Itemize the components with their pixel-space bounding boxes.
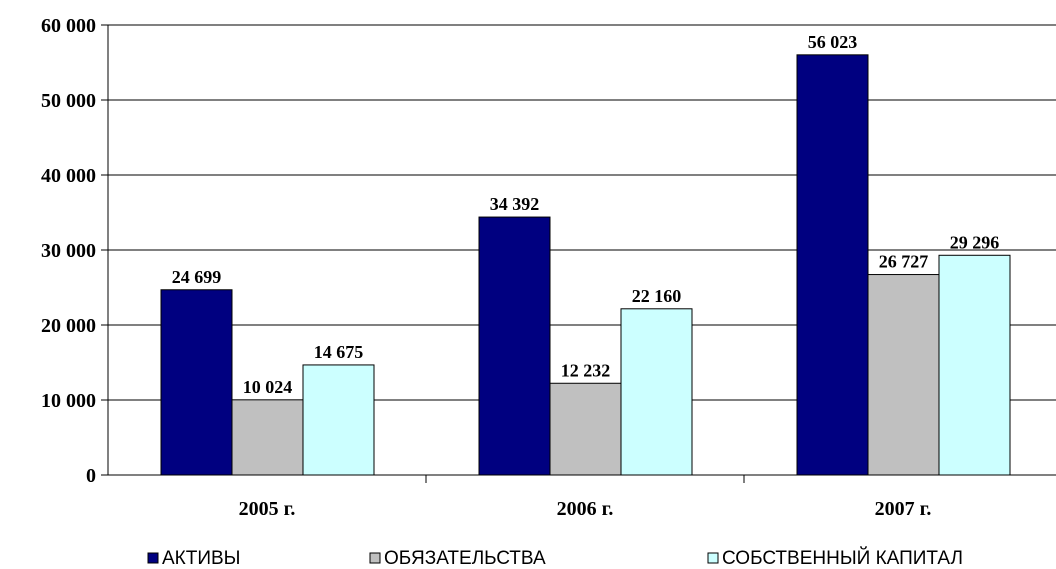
y-axis: 0 10 000 20 000 30 000 40 000 50 000 60 000 — [41, 15, 109, 487]
legend-label: ОБЯЗАТЕЛЬСТВА — [384, 548, 546, 569]
legend-swatch — [147, 552, 159, 564]
y-tick-label: 60 000 — [41, 15, 96, 37]
bar — [620, 308, 693, 476]
y-tick-label: 10 000 — [41, 390, 96, 412]
data-label: 29 296 — [950, 232, 1000, 252]
x-category-label: 2007 г. — [875, 498, 932, 520]
data-label: 26 727 — [879, 252, 929, 272]
bar — [938, 254, 1011, 476]
legend-label: СОБСТВЕННЫЙ КАПИТАЛ — [722, 547, 963, 569]
y-tick-label: 50 000 — [41, 90, 96, 112]
data-label: 34 392 — [490, 194, 540, 214]
data-label: 56 023 — [808, 32, 858, 52]
x-category-label: 2005 г. — [239, 498, 296, 520]
data-labels: 24 699 10 024 14 675 34 392 12 232 22 160 56 0… — [172, 32, 1000, 397]
x-axis: 2005 г. 2006 г. 2007 г. — [108, 474, 1056, 520]
bar — [231, 399, 304, 476]
y-tick-label: 40 000 — [41, 165, 96, 187]
data-label: 14 675 — [314, 342, 364, 362]
data-label: 24 699 — [172, 267, 222, 287]
bars — [160, 54, 1011, 476]
bar — [796, 54, 869, 476]
legend-swatch — [369, 552, 381, 564]
bar — [478, 216, 551, 476]
y-tick-label: 0 — [86, 465, 96, 487]
data-label: 12 232 — [561, 360, 611, 380]
bar — [302, 364, 375, 476]
y-tick-label: 30 000 — [41, 240, 96, 262]
data-label: 22 160 — [632, 286, 682, 306]
x-category-label: 2006 г. — [557, 498, 614, 520]
legend: АКТИВЫ ОБЯЗАТЕЛЬСТВА СОБСТВЕННЫЙ КАПИТАЛ — [147, 547, 963, 569]
data-label: 10 024 — [243, 377, 293, 397]
bar — [549, 382, 622, 476]
legend-swatch — [707, 552, 719, 564]
bar — [160, 289, 233, 476]
bar — [867, 274, 940, 476]
legend-label: АКТИВЫ — [162, 548, 241, 569]
y-tick-label: 20 000 — [41, 315, 96, 337]
